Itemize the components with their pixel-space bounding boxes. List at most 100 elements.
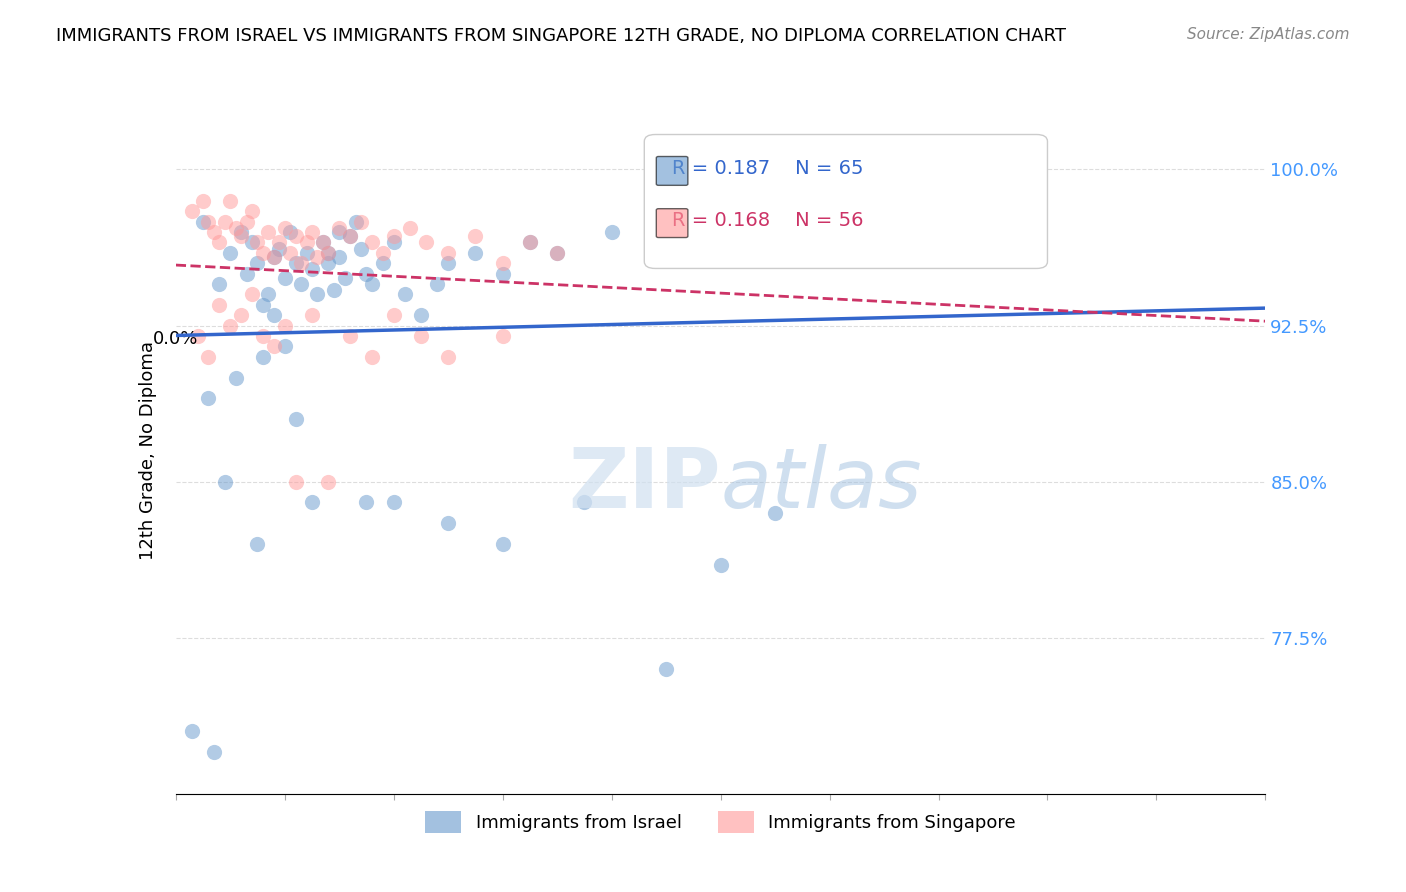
- Point: [252, 245, 274, 260]
- Point: [307, 250, 329, 264]
- Point: [350, 242, 373, 256]
- Point: [655, 214, 678, 228]
- Point: [371, 245, 394, 260]
- Point: [181, 724, 204, 739]
- Point: [231, 225, 253, 239]
- Point: [426, 277, 449, 291]
- Point: [492, 537, 515, 551]
- Point: [290, 256, 312, 270]
- Point: [257, 287, 280, 301]
- Text: R = 0.168    N = 56: R = 0.168 N = 56: [672, 203, 863, 222]
- Point: [219, 194, 242, 208]
- Point: [818, 245, 841, 260]
- Point: [437, 516, 460, 531]
- Text: ZIP: ZIP: [568, 444, 721, 525]
- Point: [307, 287, 329, 301]
- Point: [263, 250, 285, 264]
- Point: [186, 329, 209, 343]
- Point: [339, 329, 361, 343]
- Point: [360, 277, 382, 291]
- Point: [409, 308, 432, 322]
- Point: [312, 235, 335, 250]
- Point: [284, 229, 307, 244]
- Point: [318, 475, 340, 489]
- Point: [246, 537, 269, 551]
- Point: [492, 329, 515, 343]
- Point: [214, 214, 236, 228]
- Point: [219, 318, 242, 333]
- Point: [301, 308, 323, 322]
- Point: [328, 225, 350, 239]
- Point: [263, 250, 285, 264]
- Point: [269, 235, 291, 250]
- Point: [928, 204, 950, 219]
- Point: [208, 235, 231, 250]
- Point: [274, 339, 297, 353]
- Text: R = 0.187    N = 65: R = 0.187 N = 65: [672, 155, 863, 174]
- Point: [191, 214, 214, 228]
- Point: [382, 235, 405, 250]
- Point: [328, 250, 350, 264]
- Point: [356, 495, 378, 509]
- Y-axis label: 12th Grade, No Diploma: 12th Grade, No Diploma: [139, 341, 157, 560]
- Point: [873, 245, 896, 260]
- Point: [344, 214, 367, 228]
- Point: [246, 235, 269, 250]
- Text: R = 0.168    N = 56: R = 0.168 N = 56: [672, 211, 863, 230]
- Point: [197, 214, 219, 228]
- Point: [492, 256, 515, 270]
- Point: [181, 204, 204, 219]
- Point: [301, 495, 323, 509]
- Point: [409, 329, 432, 343]
- Point: [197, 350, 219, 364]
- Point: [437, 350, 460, 364]
- Point: [382, 229, 405, 244]
- Point: [284, 412, 307, 426]
- Point: [208, 277, 231, 291]
- Point: [333, 270, 356, 285]
- Point: [240, 204, 263, 219]
- FancyBboxPatch shape: [644, 135, 1047, 268]
- Point: [360, 350, 382, 364]
- Point: [600, 225, 623, 239]
- Point: [278, 225, 301, 239]
- Point: [235, 214, 257, 228]
- Point: [546, 245, 568, 260]
- Point: [763, 506, 786, 520]
- Point: [464, 229, 486, 244]
- Point: [394, 287, 416, 301]
- Point: [274, 318, 297, 333]
- Point: [231, 308, 253, 322]
- Point: [360, 235, 382, 250]
- FancyBboxPatch shape: [657, 209, 688, 237]
- Point: [269, 242, 291, 256]
- Point: [225, 220, 247, 235]
- Point: [257, 225, 280, 239]
- Point: [437, 256, 460, 270]
- Point: [252, 329, 274, 343]
- Text: IMMIGRANTS FROM ISRAEL VS IMMIGRANTS FROM SINGAPORE 12TH GRADE, NO DIPLOMA CORRE: IMMIGRANTS FROM ISRAEL VS IMMIGRANTS FRO…: [56, 27, 1066, 45]
- Legend: Immigrants from Israel, Immigrants from Singapore: Immigrants from Israel, Immigrants from …: [418, 804, 1024, 839]
- Point: [318, 256, 340, 270]
- Point: [284, 256, 307, 270]
- Point: [655, 662, 678, 676]
- Point: [231, 229, 253, 244]
- FancyBboxPatch shape: [657, 156, 688, 186]
- Point: [191, 194, 214, 208]
- Point: [263, 339, 285, 353]
- Point: [312, 235, 335, 250]
- Point: [252, 298, 274, 312]
- Point: [318, 245, 340, 260]
- Point: [382, 308, 405, 322]
- Point: [197, 392, 219, 406]
- Point: [225, 370, 247, 384]
- Point: [240, 235, 263, 250]
- Point: [981, 214, 1004, 228]
- Point: [219, 245, 242, 260]
- Point: [318, 245, 340, 260]
- Point: [350, 214, 373, 228]
- Point: [382, 495, 405, 509]
- Point: [301, 225, 323, 239]
- Point: [274, 270, 297, 285]
- Point: [399, 220, 422, 235]
